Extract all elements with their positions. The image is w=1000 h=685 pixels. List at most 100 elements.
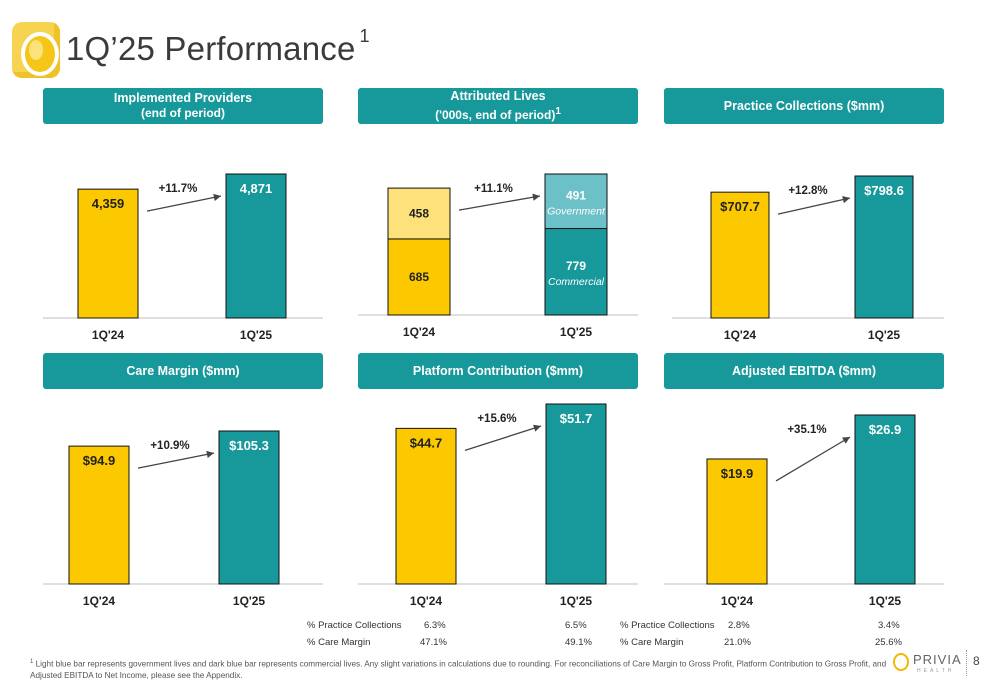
growth-arrowhead <box>842 196 850 204</box>
ratio-value-1q24: 2.8% <box>728 620 750 631</box>
ratio-value-1q25: 6.5% <box>565 620 587 631</box>
growth-arrowhead <box>213 193 221 201</box>
ratio-row: % Care Margin 47.1% 49.1% <box>307 637 607 651</box>
panel-attributed-lives: Attributed Lives ('000s, end of period)1… <box>358 88 638 350</box>
brand-logo: PRIVIA HEALTH <box>893 650 967 676</box>
bar-value-label: $798.6 <box>864 183 904 198</box>
panel-practice-collections: Practice Collections ($mm) $707.7 1Q'24 $7… <box>664 88 944 350</box>
chart-implemented-providers: 4,359 1Q'24 4,871 1Q'25 +11.7% <box>43 173 323 342</box>
growth-label: +10.9% <box>150 440 189 452</box>
bar-value-label: 779 <box>566 259 586 273</box>
bar <box>854 175 914 319</box>
panel-care-margin: Care Margin ($mm) $94.9 1Q'24 $105.3 1Q'25 +… <box>43 353 323 615</box>
bar-value-label: $707.7 <box>720 199 760 214</box>
bar <box>854 414 916 585</box>
growth-arrow-line <box>137 452 215 469</box>
chart-adjusted-ebitda: $19.9 1Q'24 $26.9 1Q'25 +35.1% <box>664 414 944 608</box>
brand-name: PRIVIA <box>913 652 962 667</box>
growth-arrowhead <box>206 450 214 458</box>
ratios-adjusted-ebitda: % Practice Collections 2.8% 3.4% % Care … <box>620 620 910 650</box>
chart-attributed-lives: 685 458 1Q'24 779 Commercial 491 Government 1Q'… <box>358 173 638 339</box>
ratio-label: % Practice Collections <box>307 620 402 631</box>
bar-value-label: $19.9 <box>721 466 754 481</box>
header-footnote-mark: 1 <box>555 106 561 117</box>
header-title: Implemented Providers <box>113 91 253 105</box>
bar-value-label: 685 <box>409 270 429 284</box>
category-tick-label: 1Q'25 <box>869 594 902 608</box>
bar <box>218 430 280 585</box>
title-footnote-mark: 1 <box>359 26 370 46</box>
growth-label: +11.7% <box>159 183 198 195</box>
bar-value-label: $51.7 <box>560 411 593 426</box>
ratio-row: % Care Margin 21.0% 25.6% <box>620 637 910 651</box>
category-tick-label: 1Q'25 <box>233 594 266 608</box>
header-subtitle: ('000s, end of period)1 <box>435 106 561 122</box>
bar <box>545 403 607 585</box>
category-tick-label: 1Q'24 <box>410 594 443 608</box>
ratio-row: % Practice Collections 2.8% 3.4% <box>620 620 910 634</box>
ratio-row: % Practice Collections 6.3% 6.5% <box>307 620 607 634</box>
ratio-value-1q24: 21.0% <box>724 637 751 648</box>
brand-ring-icon <box>893 653 909 671</box>
header-title: Care Margin ($mm) <box>126 363 240 378</box>
bar-value-label: $44.7 <box>410 435 443 450</box>
bar-value-label: $26.9 <box>869 422 902 437</box>
chart-platform-contribution: $44.7 1Q'24 $51.7 1Q'25 +15.6% <box>358 403 638 608</box>
category-tick-label: 1Q'25 <box>240 328 273 342</box>
ratio-value-1q25: 49.1% <box>565 637 592 648</box>
bar-segment-commercial <box>387 238 451 316</box>
panel-header: Attributed Lives ('000s, end of period)1 <box>358 88 638 124</box>
category-tick-label: 1Q'24 <box>721 594 754 608</box>
growth-label: +11.1% <box>474 183 513 195</box>
ratio-value-1q25: 3.4% <box>878 620 900 631</box>
bar <box>77 188 139 319</box>
category-tick-label: 1Q'24 <box>724 328 757 342</box>
growth-arrow-line <box>775 436 851 482</box>
series-label: Commercial <box>548 276 605 288</box>
category-tick-label: 1Q'24 <box>403 325 436 339</box>
page-title: 1Q’25 Performance 1 <box>66 26 370 67</box>
bar-value-label: $105.3 <box>229 438 269 453</box>
growth-label: +35.1% <box>787 424 826 436</box>
chart-care-margin: $94.9 1Q'24 $105.3 1Q'25 +10.9% <box>43 430 323 608</box>
divider <box>966 650 967 676</box>
category-tick-label: 1Q'25 <box>560 594 593 608</box>
category-tick-label: 1Q'25 <box>868 328 901 342</box>
bar <box>68 445 130 585</box>
bar <box>225 173 287 319</box>
brand-tagline: HEALTH <box>917 668 955 674</box>
bar <box>706 458 768 585</box>
ratio-value-1q25: 25.6% <box>875 637 902 648</box>
panel-header: Implemented Providers (end of period) <box>43 88 323 124</box>
bar-value-label: $94.9 <box>83 453 116 468</box>
growth-arrow-line <box>777 197 851 215</box>
ratios-platform-contribution: % Practice Collections 6.3% 6.5% % Care … <box>307 620 607 650</box>
privia-logo-icon <box>12 22 60 78</box>
bar-segment-government <box>544 173 608 230</box>
growth-arrowhead <box>532 193 540 201</box>
header-title: Practice Collections ($mm) <box>723 98 885 113</box>
footnote: 1 Light blue bar represents government l… <box>30 659 887 680</box>
header-title: Attributed Lives <box>450 89 546 103</box>
panel-header: Care Margin ($mm) <box>43 353 323 389</box>
header-title: Adjusted EBITDA ($mm) <box>732 363 876 378</box>
category-tick-label: 1Q'25 <box>560 325 593 339</box>
bar-segment-government <box>387 187 451 240</box>
category-tick-label: 1Q'24 <box>83 594 116 608</box>
growth-label: +12.8% <box>788 185 827 197</box>
ratio-value-1q24: 47.1% <box>420 637 447 648</box>
header-title: Platform Contribution ($mm) <box>412 363 584 378</box>
ratio-label: % Care Margin <box>620 637 684 648</box>
panel-header: Platform Contribution ($mm) <box>358 353 638 389</box>
panel-header: Adjusted EBITDA ($mm) <box>664 353 944 389</box>
bar-value-label: 491 <box>566 188 586 202</box>
bar-value-label: 458 <box>409 207 429 221</box>
header-subtitle: (end of period) <box>141 106 225 120</box>
category-tick-label: 1Q'24 <box>92 328 125 342</box>
panel-platform-contribution: Platform Contribution ($mm) $44.7 1Q'24 $5… <box>358 353 638 615</box>
growth-arrow-line <box>458 195 541 211</box>
ratio-label: % Care Margin <box>307 637 371 648</box>
ratio-value-1q24: 6.3% <box>424 620 446 631</box>
footnote-mark: 1 <box>30 659 34 665</box>
bar-segment-commercial <box>544 228 608 316</box>
